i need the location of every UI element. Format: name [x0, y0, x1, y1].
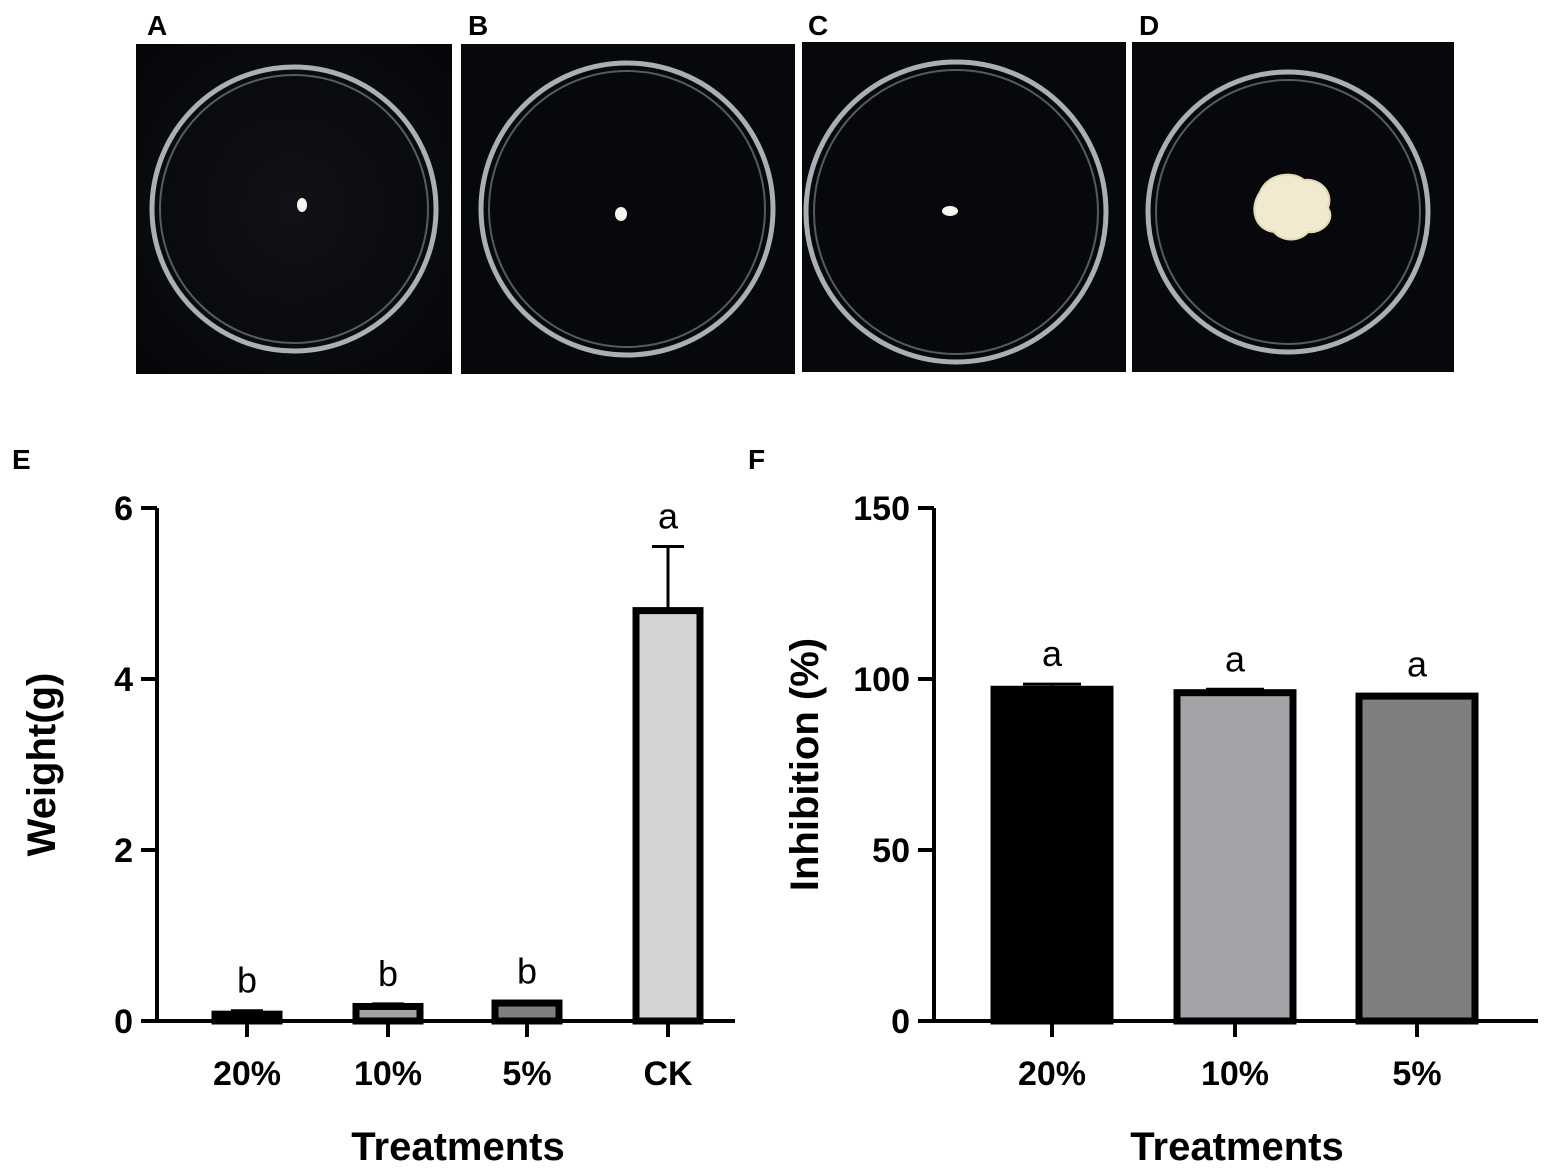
- bar: [211, 1010, 283, 1025]
- x-tick-label: 10%: [1201, 1055, 1269, 1093]
- x-tick-label: 5%: [1392, 1055, 1441, 1093]
- significance-letter: b: [237, 960, 257, 1001]
- y-axis-title: Weight(g): [20, 673, 64, 857]
- x-axis-title: Treatments: [1130, 1125, 1343, 1169]
- significance-letter: b: [517, 950, 537, 991]
- panel-label-d: D: [1139, 10, 1160, 41]
- significance-letter: a: [1042, 633, 1063, 674]
- bar: [990, 685, 1114, 1025]
- fungal-colony-mass: [1253, 173, 1332, 241]
- bar: [1173, 689, 1297, 1025]
- y-tick-label: 150: [853, 490, 910, 528]
- x-axis-title: Treatments: [351, 1125, 564, 1169]
- y-tick-label: 6: [114, 490, 133, 528]
- x-tick-label: 5%: [502, 1055, 551, 1093]
- y-tick-label: 50: [872, 832, 910, 870]
- significance-letter: a: [658, 495, 679, 536]
- y-tick-label: 100: [853, 661, 910, 699]
- significance-letter: a: [1407, 643, 1428, 684]
- fungal-colony-speck: [615, 207, 627, 221]
- petri-dish-photo-a: [136, 44, 452, 374]
- y-tick-label: 4: [114, 661, 133, 699]
- petri-dish-photo-c: [802, 42, 1126, 372]
- fungal-colony-speck: [942, 206, 958, 216]
- bar: [1355, 692, 1479, 1025]
- y-axis-title: Inhibition (%): [783, 638, 827, 891]
- x-tick-label: 10%: [354, 1055, 422, 1093]
- petri-dish-photo-b: [461, 44, 795, 374]
- bar: [491, 999, 563, 1025]
- panel-label-f: F: [748, 444, 766, 475]
- y-tick-label: 0: [891, 1003, 910, 1041]
- x-tick-label: CK: [643, 1055, 693, 1093]
- y-tick-label: 2: [114, 832, 133, 870]
- significance-letter: b: [378, 953, 398, 994]
- x-tick-label: 20%: [1018, 1055, 1086, 1093]
- bar: [352, 1002, 424, 1025]
- panel-label-e: E: [12, 444, 31, 475]
- x-tick-label: 20%: [213, 1055, 281, 1093]
- panel-label-b: B: [468, 10, 489, 41]
- panel-label-c: C: [808, 10, 829, 41]
- significance-letter: a: [1225, 638, 1246, 679]
- fungal-colony-speck: [297, 198, 307, 212]
- bar: [632, 607, 704, 1025]
- panel-label-a: A: [147, 10, 168, 41]
- y-tick-label: 0: [114, 1003, 133, 1041]
- petri-dish-photo-d: [1132, 42, 1454, 372]
